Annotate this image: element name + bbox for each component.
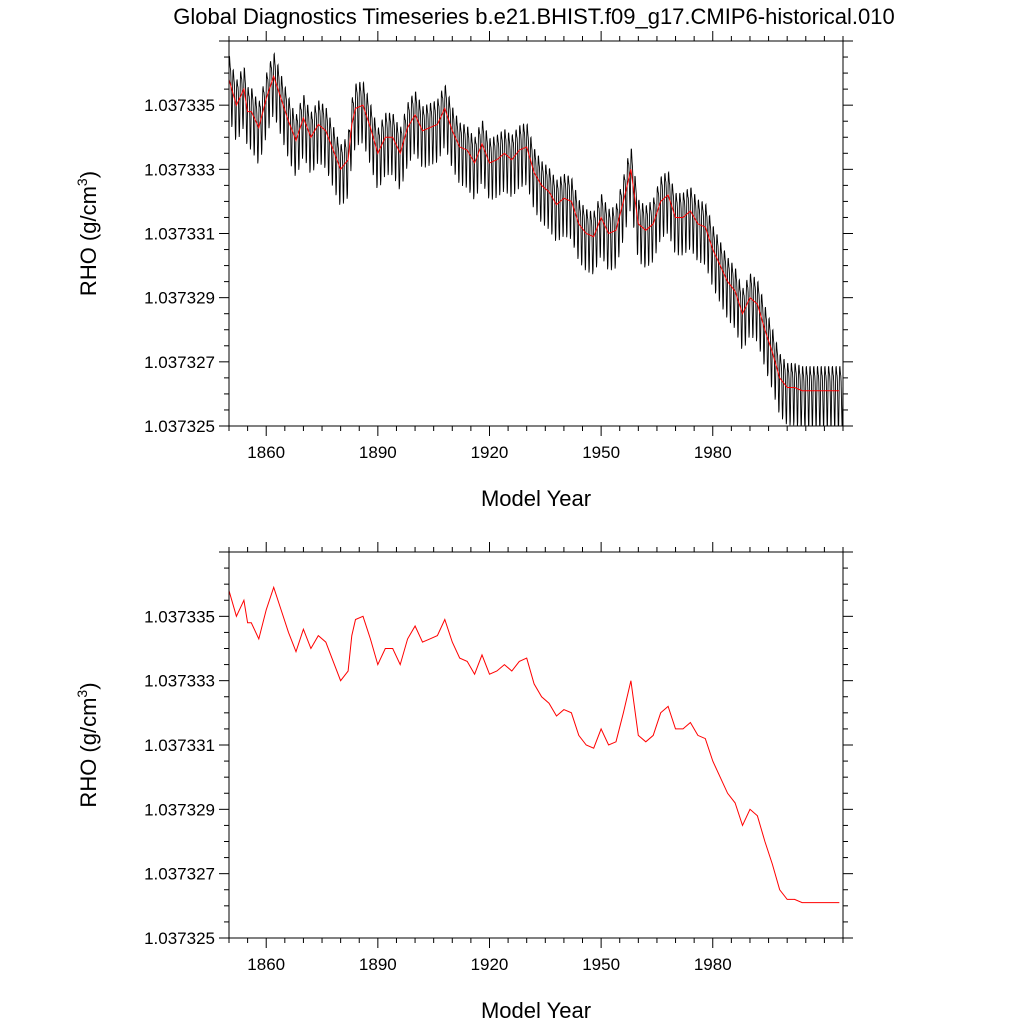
plot-frame: [228, 551, 844, 939]
plot-frame: [228, 40, 844, 427]
x-tick-label: 1890: [359, 443, 397, 462]
figure-title: Global Diagnostics Timeseries b.e21.BHIS…: [173, 4, 894, 29]
y-tick-label: 1.037329: [144, 289, 215, 308]
y-axis-label-close: ): [76, 682, 101, 689]
y-tick-label: 1.037331: [144, 736, 215, 755]
x-axis-label: Model Year: [481, 998, 591, 1023]
top-panel-monthly-and-annual: 1860 1890 1920 1950 1980 1.037325 1.037327 1.03…: [74, 31, 853, 511]
y-tick-label: 1.037325: [144, 929, 215, 948]
y-axis-label-main: RHO (g/cm: [76, 186, 101, 296]
x-tick-label: 1920: [471, 443, 509, 462]
x-tick-label: 1980: [694, 955, 732, 974]
x-tick-label: 1920: [471, 955, 509, 974]
y-tick-label: 1.037329: [144, 800, 215, 819]
y-tick-label: 1.037331: [144, 225, 215, 244]
y-tick-label: 1.037335: [144, 96, 215, 115]
y-tick-label: 1.037327: [144, 353, 215, 372]
x-axis-label: Model Year: [481, 486, 591, 511]
y-tick-label: 1.037325: [144, 417, 215, 436]
y-tick-label: 1.037333: [144, 160, 215, 179]
y-tick-label: 1.037333: [144, 672, 215, 691]
y-axis-label-close: ): [76, 171, 101, 178]
x-tick-label: 1950: [582, 955, 620, 974]
y-axis-label-main: RHO (g/cm: [76, 698, 101, 808]
x-tick-label: 1950: [582, 443, 620, 462]
y-axis-label: RHO (g/cm3): [74, 682, 101, 807]
plot-area: [229, 51, 843, 426]
annual-mean-line: [229, 74, 840, 392]
plot-area: [229, 585, 840, 904]
x-tick-label: 1890: [359, 955, 397, 974]
y-axis-label: RHO (g/cm3): [74, 171, 101, 296]
x-tick-label: 1860: [247, 443, 285, 462]
x-tick-label: 1860: [247, 955, 285, 974]
y-axis-label-superscript: 3: [74, 178, 90, 186]
y-tick-label: 1.037327: [144, 865, 215, 884]
y-axis-label-superscript: 3: [74, 690, 90, 698]
bottom-panel-annual: 1860 1890 1920 1950 1980 1.037325 1.037327 1.03…: [74, 542, 853, 1023]
monthly-mean-line: [229, 51, 843, 426]
y-tick-label: 1.037335: [144, 607, 215, 626]
annual-mean-line: [229, 585, 840, 904]
x-tick-label: 1980: [694, 443, 732, 462]
